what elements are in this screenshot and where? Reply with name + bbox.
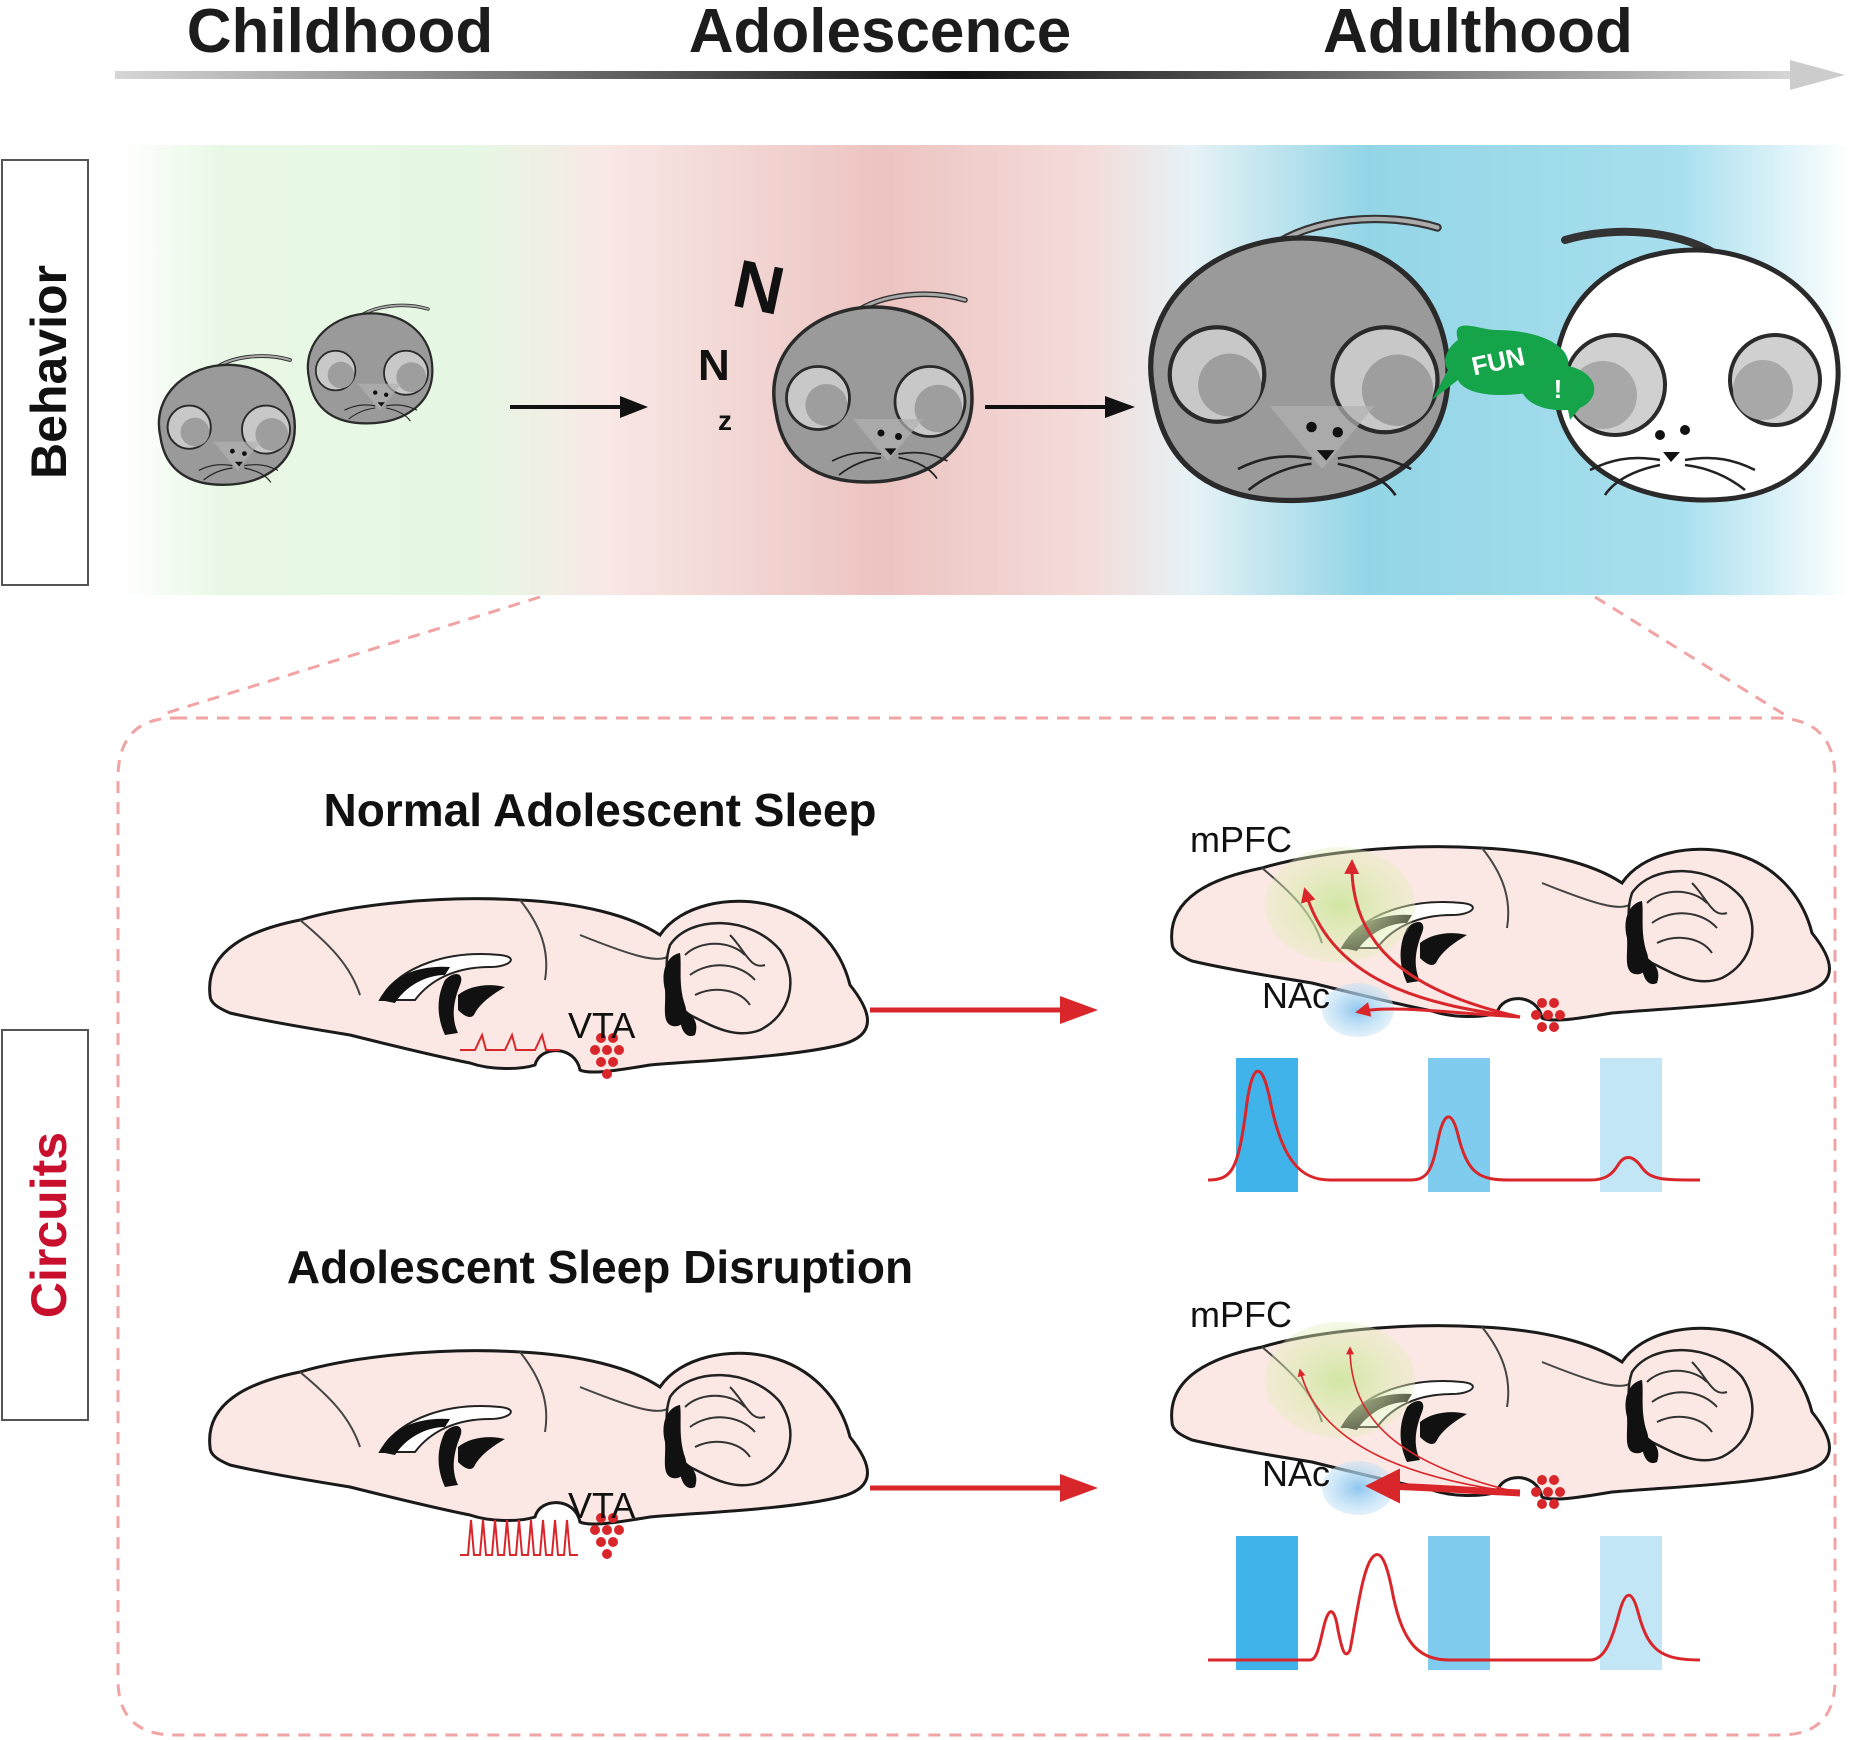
normal-vta-cluster-left	[590, 1033, 624, 1079]
normal-nac-label: NAc	[1262, 975, 1330, 1016]
normal-firing-trace	[460, 1032, 560, 1051]
speech-exclaim-text: !	[1554, 374, 1563, 404]
normal-vta-nac-arrow	[1355, 1002, 1521, 1019]
normal-bar-3	[1600, 1058, 1662, 1192]
sleep-letter-small: z	[718, 405, 732, 436]
normal-mpfc-region	[1265, 847, 1415, 963]
normal-sleep-title: Normal Adolescent Sleep	[323, 784, 876, 836]
speech-bubble-exclaim	[1519, 364, 1595, 420]
circuits-label-text: Circuits	[21, 1132, 77, 1318]
normal-vta-mpfc-arrow-1	[1300, 887, 1521, 1019]
disrupted-vta-cluster-right	[1531, 1475, 1565, 1509]
normal-mpfc-label: mPFC	[1190, 819, 1292, 860]
speech-bubbles: FUN !	[1432, 325, 1595, 420]
stage-adulthood: Adulthood	[1323, 0, 1633, 66]
normal-brain-left: VTA	[208, 897, 870, 1079]
disrupted-firing-trace	[460, 1519, 578, 1556]
behavior-label: Behavior	[1, 159, 89, 586]
disrupted-brain-left: VTA	[208, 1349, 870, 1559]
timeline-arrowhead	[1790, 60, 1845, 90]
behavior-arrow-1	[510, 396, 648, 418]
disrupted-mpfc-region	[1265, 1322, 1415, 1438]
behavior-arrow-2	[985, 396, 1135, 418]
disrupted-vta-mpfc-arrow-2	[1346, 1346, 1521, 1494]
disrupted-brain-right: mPFC NAc	[1170, 1294, 1831, 1515]
disrupted-bar-3	[1600, 1536, 1662, 1670]
normal-bar-1	[1236, 1058, 1298, 1192]
disrupted-bar-2	[1428, 1536, 1490, 1670]
disrupted-vta-nac-arrow	[1365, 1468, 1521, 1504]
normal-bar-2	[1428, 1058, 1490, 1192]
normal-vta-label: VTA	[568, 1005, 635, 1046]
normal-mid-arrow	[870, 996, 1098, 1024]
development-timeline: Childhood Adolescence Adulthood	[115, 0, 1845, 90]
normal-vta-mpfc-arrow-2	[1344, 859, 1521, 1019]
disrupted-vta-mpfc-arrow-1	[1297, 1368, 1521, 1494]
sleep-letter-medium: N	[698, 341, 730, 390]
disrupted-response-trace	[1208, 1553, 1701, 1662]
disrupted-bar-1	[1236, 1536, 1298, 1670]
normal-response-trace	[1207, 1069, 1701, 1182]
disrupted-mid-arrow	[870, 1474, 1098, 1502]
normal-vta-cluster-right	[1531, 998, 1565, 1032]
timeline-bar	[115, 71, 1795, 79]
circuits-label: Circuits	[1, 1029, 89, 1421]
stage-adolescence: Adolescence	[689, 0, 1072, 66]
disrupted-nac-label: NAc	[1262, 1453, 1330, 1494]
normal-response-plot	[1207, 1058, 1701, 1192]
normal-brain-right: mPFC NAc	[1170, 819, 1831, 1037]
zoom-frame	[116, 595, 1837, 1737]
disrupted-mpfc-label: mPFC	[1190, 1294, 1292, 1335]
disrupted-vta-label: VTA	[568, 1485, 635, 1526]
disrupted-sleep-title: Adolescent Sleep Disruption	[287, 1241, 913, 1293]
behavior-label-text: Behavior	[21, 265, 77, 479]
disrupted-response-plot	[1208, 1536, 1701, 1670]
stage-childhood: Childhood	[187, 0, 493, 66]
disrupted-vta-cluster-left	[590, 1513, 624, 1559]
